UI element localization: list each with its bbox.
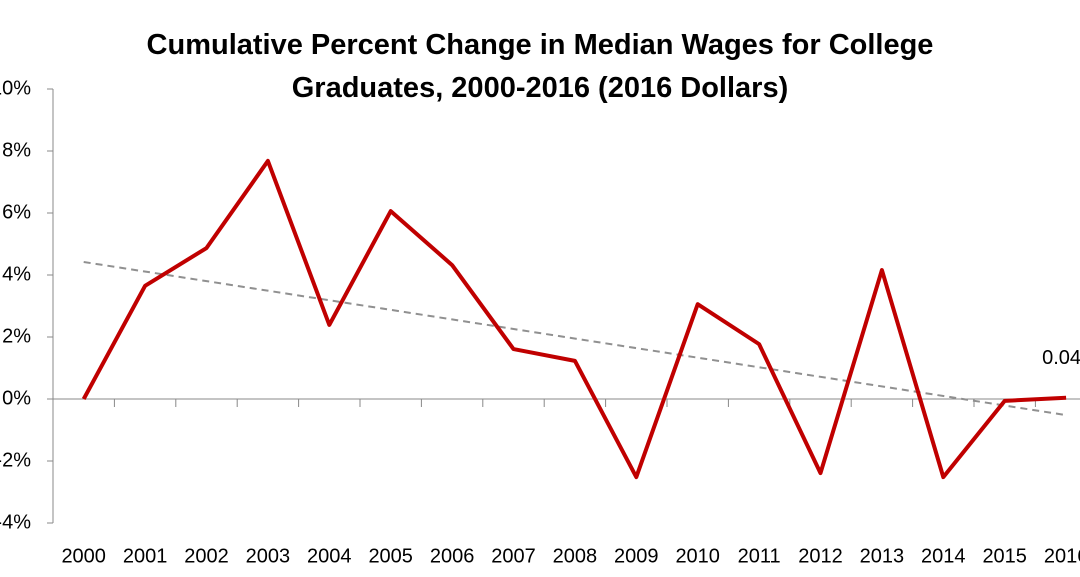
y-tick-label: 6% (2, 201, 31, 223)
y-tick-label: 0% (2, 387, 31, 409)
data-line (81, 158, 1067, 480)
data-label: 0.04% (1042, 347, 1080, 369)
x-tick-label: 2001 (123, 545, 168, 567)
y-tick-label: -2% (0, 449, 31, 471)
y-tick-label: 2% (2, 325, 31, 347)
x-tick-label: 2002 (184, 545, 229, 567)
x-tick-label: 2008 (553, 545, 598, 567)
trend-line (83, 260, 1067, 417)
x-tick-label: 2000 (61, 545, 106, 567)
y-tick-label: 8% (2, 139, 31, 161)
x-tick-label: 2010 (675, 545, 720, 567)
x-tick-label: 2012 (798, 545, 843, 567)
x-tick-label: 2004 (307, 545, 352, 567)
x-tick-label: 2009 (614, 545, 659, 567)
y-tick-label: 10% (0, 77, 31, 99)
y-tick-label: 4% (2, 263, 31, 285)
x-tick-label: 2007 (491, 545, 536, 567)
x-tick-label: 2016 (1044, 545, 1080, 567)
x-tick-label: 2014 (921, 545, 966, 567)
x-tick-label: 2011 (738, 545, 781, 567)
y-tick-label: -4% (0, 511, 31, 533)
x-tick-label: 2013 (860, 545, 905, 567)
x-tick-label: 2005 (368, 545, 413, 567)
x-tick-label: 2015 (982, 545, 1027, 567)
x-tick-label: 2003 (246, 545, 291, 567)
chart-title: Cumulative Percent Change in Median Wage… (146, 29, 934, 104)
x-tick-label: 2006 (430, 545, 475, 567)
